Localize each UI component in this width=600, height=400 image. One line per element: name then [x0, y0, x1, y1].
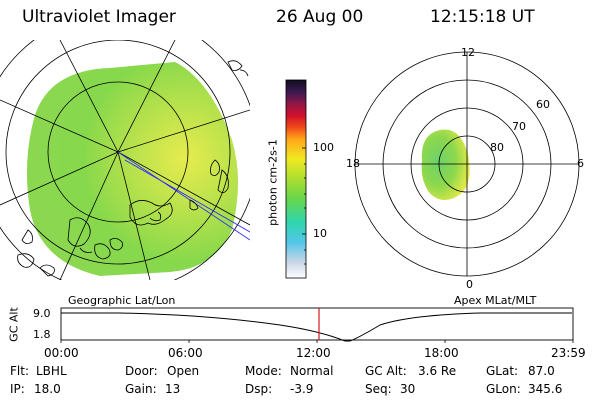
- x-tick-4: 23:59: [551, 346, 586, 360]
- lat-circle-inner: [47, 81, 189, 223]
- geographic-caption: Geographic Lat/Lon: [68, 294, 176, 307]
- glat-value: 87.0: [528, 364, 555, 378]
- apex-caption: Apex MLat/MLT: [454, 294, 537, 307]
- x-tick-1: 06:00: [168, 346, 203, 360]
- mlt-18-label: 18: [346, 157, 360, 170]
- mlat-mlt-polar-plot: [354, 51, 580, 277]
- flt-label: Flt:: [10, 364, 29, 378]
- geographic-image-panel: [0, 40, 250, 280]
- colorbar-unit-label: photon cm-2s-1: [266, 139, 280, 226]
- seq-label: Seq:: [365, 382, 392, 396]
- coastlines: [17, 60, 249, 277]
- x-tick-3: 18:00: [424, 346, 459, 360]
- mlt-12-label: 12: [461, 46, 475, 59]
- gain-value: 13: [165, 382, 181, 396]
- glon-value: 345.6: [528, 382, 563, 396]
- x-tick-2: 12:00: [296, 346, 331, 360]
- seq-value: 30: [400, 382, 416, 396]
- uv-image-region: [26, 62, 239, 276]
- gain-label: Gain:: [125, 382, 157, 396]
- x-tick-0: 00:00: [44, 346, 79, 360]
- lat-80-label: 80: [490, 141, 504, 154]
- altitude-curve: [61, 312, 572, 342]
- dsp-label: Dsp:: [245, 382, 273, 396]
- colorbar-tick-100: 100: [313, 141, 334, 154]
- ip-label: IP:: [10, 382, 25, 396]
- terminator-lines: [117, 151, 250, 241]
- colorbar: [285, 79, 307, 279]
- instrument-title: Ultraviolet Imager: [22, 7, 176, 27]
- auroral-oval: [421, 129, 470, 200]
- gcalt-label: GC Alt:: [365, 364, 407, 378]
- door-value: Open: [167, 364, 200, 378]
- lat-70-label: 70: [512, 120, 526, 133]
- altitude-timeline-plot: [60, 307, 574, 343]
- mlt-0-label: 0: [466, 278, 473, 291]
- gcalt-value: 3.6 Re: [418, 364, 457, 378]
- mlt-6-label: 6: [577, 157, 584, 170]
- dsp-value: -3.9: [290, 382, 314, 396]
- gc-alt-bottom-value: 1.8: [33, 328, 51, 341]
- mode-value: Normal: [290, 364, 334, 378]
- mode-label: Mode:: [245, 364, 282, 378]
- colorbar-tick-10: 10: [313, 227, 327, 240]
- time-label: 12:15:18 UT: [430, 7, 535, 27]
- meridian-lines: [0, 40, 250, 280]
- flt-value: LBHL: [36, 364, 67, 378]
- gc-alt-top-value: 9.0: [33, 307, 51, 320]
- date-label: 26 Aug 00: [276, 7, 364, 27]
- lat-circle-middle: [5, 40, 231, 265]
- ip-value: 18.0: [34, 382, 61, 396]
- door-label: Door:: [125, 364, 158, 378]
- glat-label: GLat:: [486, 364, 519, 378]
- gc-alt-ylabel: GC Alt: [7, 307, 21, 342]
- lat-60-label: 60: [536, 98, 550, 111]
- glon-label: GLon:: [486, 382, 521, 396]
- colorbar-scale: [285, 79, 307, 279]
